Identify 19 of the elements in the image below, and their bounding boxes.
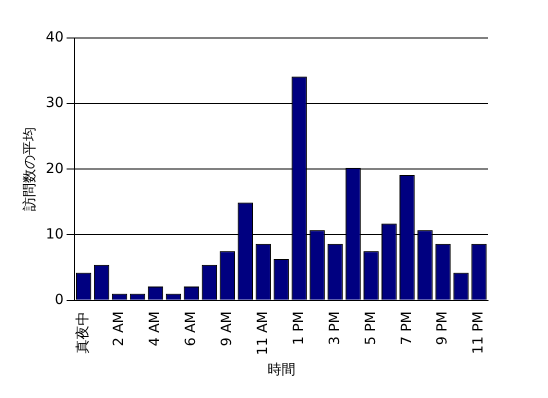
x-tick-label: 4 AM: [147, 311, 164, 346]
y-axis-title: 訪問数の平均: [22, 127, 38, 212]
x-tick-label: 7 PM: [398, 311, 415, 346]
x-tick-label: 真夜中: [75, 311, 92, 354]
x-axis-title: 時間: [267, 362, 296, 378]
x-tick-label: 11 AM: [254, 311, 271, 356]
x-tick-label: 9 AM: [219, 311, 236, 346]
x-tick-label: 1 PM: [290, 311, 307, 346]
x-tick-label: 2 AM: [111, 311, 128, 346]
x-tick-label: 6 AM: [183, 311, 200, 346]
x-tick-label: 11 PM: [470, 311, 487, 354]
y-tick-label: 40: [46, 30, 64, 46]
y-tick-label: 10: [46, 226, 64, 242]
x-tick-label: 3 PM: [326, 311, 343, 346]
y-tick-label: 30: [46, 95, 64, 112]
y-tick-label: 0: [54, 292, 64, 308]
x-tick-label: 9 PM: [434, 311, 451, 346]
y-tick-label: 20: [46, 160, 64, 177]
x-tick-label: 5 PM: [362, 311, 379, 346]
